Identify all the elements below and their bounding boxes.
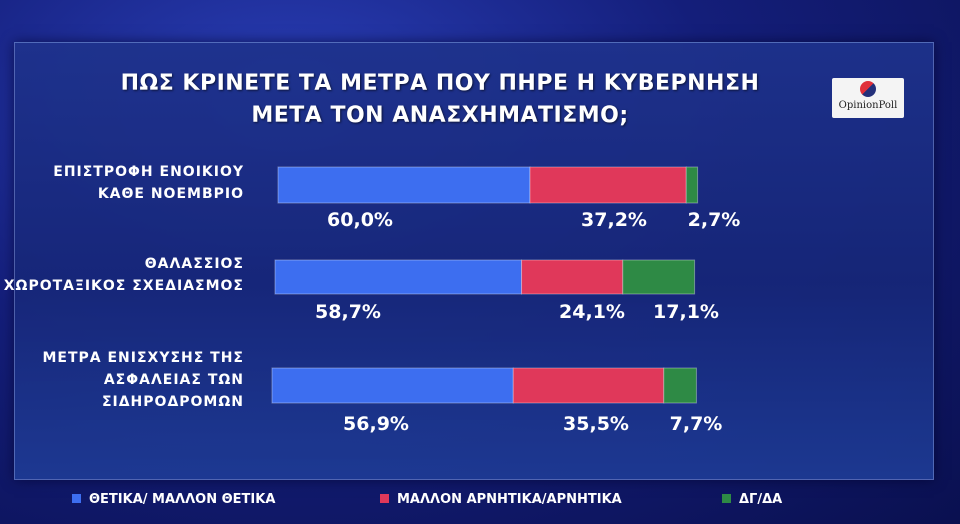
chart-title: ΠΩΣ ΚΡΙΝΕΤΕ ΤΑ ΜΕΤΡΑ ΠΟΥ ΠΗΡΕ Η ΚΥΒΕΡΝΗΣ… bbox=[60, 68, 820, 132]
legend-item-dk: ΔΓ/ΔΑ bbox=[722, 492, 782, 507]
logo-text: OpinionPoll bbox=[838, 100, 898, 111]
category-label-2-line-0: ΜΕΤΡΑ ΕΝΙΣΧΥΣΗΣ ΤΗΣ bbox=[42, 350, 244, 366]
chart-title-line-2: ΜΕΤΑ ΤΟΝ ΑΝΑΣΧΗΜΑΤΙΣΜΟ; bbox=[251, 103, 629, 128]
legend-swatch-positive bbox=[72, 494, 81, 503]
bar-2-dk bbox=[663, 367, 697, 404]
category-label-1-line-0: ΘΑΛΑΣΣΙΟΣ bbox=[145, 256, 244, 272]
category-label-0-line-0: ΕΠΙΣΤΡΟΦΗ ΕΝΟΙΚΙΟΥ bbox=[53, 164, 244, 180]
bar-0-positive bbox=[277, 166, 531, 204]
logo-circle-icon bbox=[860, 81, 876, 97]
bar-0-dk bbox=[685, 166, 699, 204]
data-label-0-negative: 37,2% bbox=[581, 209, 647, 231]
legend-label-positive: ΘΕΤΙΚΑ/ ΜΑΛΛΟΝ ΘΕΤΙΚΑ bbox=[89, 492, 276, 507]
data-label-2-negative: 35,5% bbox=[563, 413, 629, 435]
data-label-2-dk: 7,7% bbox=[670, 413, 723, 435]
legend-item-positive: ΘΕΤΙΚΑ/ ΜΑΛΛΟΝ ΘΕΤΙΚΑ bbox=[72, 492, 275, 507]
category-label-0-line-1: ΚΑΘΕ ΝΟΕΜΒΡΙΟ bbox=[98, 186, 244, 202]
bar-2-positive bbox=[271, 367, 514, 404]
legend-swatch-dk bbox=[722, 494, 731, 503]
bar-1-negative bbox=[521, 259, 624, 295]
data-label-2-positive: 56,9% bbox=[343, 413, 409, 435]
bar-0-negative bbox=[529, 166, 687, 204]
legend-swatch-negative bbox=[380, 494, 389, 503]
bar-1-dk bbox=[622, 259, 696, 295]
data-label-1-positive: 58,7% bbox=[315, 301, 381, 323]
legend-item-negative: ΜΑΛΛΟΝ ΑΡΝΗΤΙΚΑ/ΑΡΝΗΤΙΚΑ bbox=[380, 492, 622, 507]
legend: ΘΕΤΙΚΑ/ ΜΑΛΛΟΝ ΘΕΤΙΚΑ ΜΑΛΛΟΝ ΑΡΝΗΤΙΚΑ/ΑΡ… bbox=[0, 486, 960, 516]
legend-label-dk: ΔΓ/ΔΑ bbox=[739, 492, 783, 507]
category-label-2-line-1: ΑΣΦΑΛΕΙΑΣ ΤΩΝ bbox=[104, 372, 244, 388]
opinionpoll-logo: OpinionPoll bbox=[832, 78, 904, 118]
data-label-1-negative: 24,1% bbox=[559, 301, 625, 323]
chart-title-line-1: ΠΩΣ ΚΡΙΝΕΤΕ ΤΑ ΜΕΤΡΑ ΠΟΥ ΠΗΡΕ Η ΚΥΒΕΡΝΗΣ… bbox=[120, 71, 760, 96]
bar-2-negative bbox=[512, 367, 665, 404]
data-label-0-positive: 60,0% bbox=[327, 209, 393, 231]
legend-label-negative: ΜΑΛΛΟΝ ΑΡΝΗΤΙΚΑ/ΑΡΝΗΤΙΚΑ bbox=[397, 492, 622, 507]
data-label-0-dk: 2,7% bbox=[688, 209, 741, 231]
category-label-2-line-2: ΣΙΔΗΡΟΔΡΟΜΩΝ bbox=[102, 394, 244, 410]
bar-1-positive bbox=[274, 259, 523, 295]
category-label-1-line-1: ΧΩΡΟΤΑΞΙΚΟΣ ΣΧΕΔΙΑΣΜΟΣ bbox=[4, 278, 244, 294]
data-label-1-dk: 17,1% bbox=[653, 301, 719, 323]
